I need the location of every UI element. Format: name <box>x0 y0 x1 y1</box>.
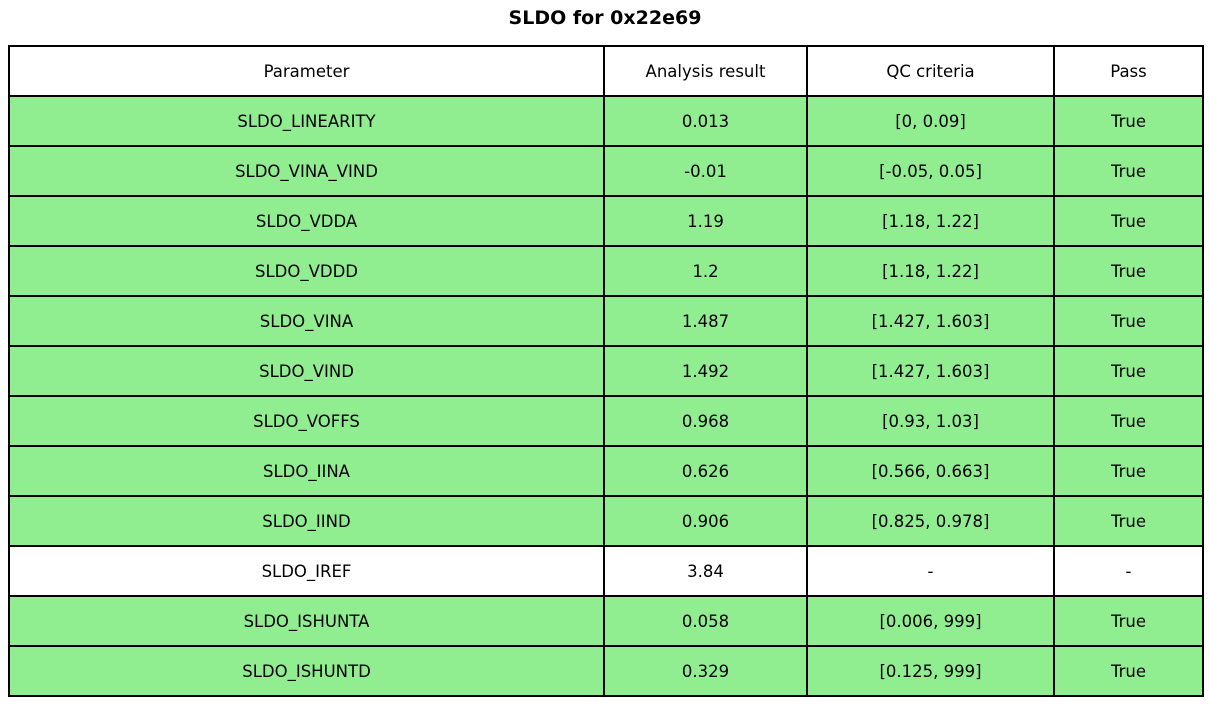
pass-cell: True <box>1053 295 1204 347</box>
qc-criteria-cell: - <box>806 545 1055 597</box>
analysis-result-cell: 1.492 <box>603 345 808 397</box>
column-header-pass: Pass <box>1053 45 1204 97</box>
analysis-result-cell: 0.329 <box>603 645 808 697</box>
table-row: SLDO_ISHUNTD 0.329 [0.125, 999] True <box>8 645 1204 697</box>
table-row: SLDO_IINA 0.626 [0.566, 0.663] True <box>8 445 1204 497</box>
pass-cell: True <box>1053 595 1204 647</box>
qc-criteria-cell: [1.18, 1.22] <box>806 195 1055 247</box>
parameter-cell: SLDO_VDDD <box>8 245 605 297</box>
parameter-cell: SLDO_VINA_VIND <box>8 145 605 197</box>
header-row: Parameter Analysis result QC criteria Pa… <box>8 45 1204 97</box>
table-row: SLDO_VINA_VIND -0.01 [-0.05, 0.05] True <box>8 145 1204 197</box>
pass-cell: True <box>1053 645 1204 697</box>
table-row: SLDO_IIND 0.906 [0.825, 0.978] True <box>8 495 1204 547</box>
parameter-cell: SLDO_IREF <box>8 545 605 597</box>
qc-criteria-cell: [1.427, 1.603] <box>806 345 1055 397</box>
qc-results-table: Parameter Analysis result QC criteria Pa… <box>8 45 1204 697</box>
qc-criteria-cell: [0.125, 999] <box>806 645 1055 697</box>
parameter-cell: SLDO_VIND <box>8 345 605 397</box>
parameter-cell: SLDO_IIND <box>8 495 605 547</box>
pass-cell: True <box>1053 445 1204 497</box>
parameter-cell: SLDO_VINA <box>8 295 605 347</box>
table-row: SLDO_VDDD 1.2 [1.18, 1.22] True <box>8 245 1204 297</box>
parameter-cell: SLDO_LINEARITY <box>8 95 605 147</box>
table-row: SLDO_LINEARITY 0.013 [0, 0.09] True <box>8 95 1204 147</box>
pass-cell: True <box>1053 195 1204 247</box>
parameter-cell: SLDO_IINA <box>8 445 605 497</box>
table-row: SLDO_VDDA 1.19 [1.18, 1.22] True <box>8 195 1204 247</box>
qc-criteria-cell: [1.427, 1.603] <box>806 295 1055 347</box>
table-row: SLDO_VOFFS 0.968 [0.93, 1.03] True <box>8 395 1204 447</box>
pass-cell: True <box>1053 495 1204 547</box>
page-title: SLDO for 0x22e69 <box>508 7 702 29</box>
column-header-qc-criteria: QC criteria <box>806 45 1055 97</box>
pass-cell: - <box>1053 545 1204 597</box>
analysis-result-cell: 0.058 <box>603 595 808 647</box>
pass-cell: True <box>1053 95 1204 147</box>
column-header-parameter: Parameter <box>8 45 605 97</box>
parameter-cell: SLDO_VOFFS <box>8 395 605 447</box>
parameter-cell: SLDO_VDDA <box>8 195 605 247</box>
analysis-result-cell: 0.013 <box>603 95 808 147</box>
analysis-result-cell: 0.968 <box>603 395 808 447</box>
table-row: SLDO_IREF 3.84- - <box>8 545 1204 597</box>
qc-criteria-cell: [1.18, 1.22] <box>806 245 1055 297</box>
qc-criteria-cell: [0.006, 999] <box>806 595 1055 647</box>
parameter-cell: SLDO_ISHUNTA <box>8 595 605 647</box>
qc-criteria-cell: [0.93, 1.03] <box>806 395 1055 447</box>
table-row: SLDO_VINA 1.487 [1.427, 1.603] True <box>8 295 1204 347</box>
pass-cell: True <box>1053 145 1204 197</box>
qc-criteria-cell: [-0.05, 0.05] <box>806 145 1055 197</box>
column-header-analysis-result: Analysis result <box>603 45 808 97</box>
qc-criteria-cell: [0.825, 0.978] <box>806 495 1055 547</box>
table-row: SLDO_VIND 1.492 [1.427, 1.603] True <box>8 345 1204 397</box>
analysis-result-cell: 1.2 <box>603 245 808 297</box>
table-row: SLDO_ISHUNTA 0.058 [0.006, 999] True <box>8 595 1204 647</box>
analysis-result-cell: 0.906 <box>603 495 808 547</box>
parameter-cell: SLDO_ISHUNTD <box>8 645 605 697</box>
qc-criteria-cell: [0.566, 0.663] <box>806 445 1055 497</box>
pass-cell: True <box>1053 345 1204 397</box>
analysis-result-cell: 0.626 <box>603 445 808 497</box>
pass-cell: True <box>1053 245 1204 297</box>
pass-cell: True <box>1053 395 1204 447</box>
qc-criteria-cell: [0, 0.09] <box>806 95 1055 147</box>
analysis-result-cell: 1.19 <box>603 195 808 247</box>
analysis-result-cell: 1.487 <box>603 295 808 347</box>
analysis-result-cell: -0.01 <box>603 145 808 197</box>
analysis-result-cell: 3.84 <box>603 545 808 597</box>
